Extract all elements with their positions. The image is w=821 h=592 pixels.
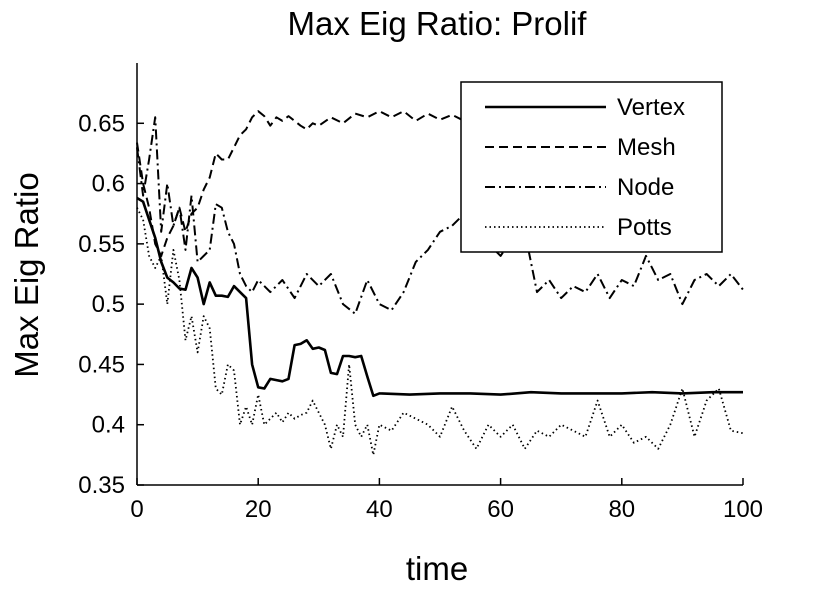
legend-label-vertex: Vertex <box>617 94 685 121</box>
x-tick-label: 0 <box>130 496 143 523</box>
x-tick-label: 20 <box>245 496 272 523</box>
series-layer <box>136 110 744 456</box>
series-line-mesh <box>136 110 465 257</box>
legend: Vertex Mesh Node Potts <box>460 81 723 253</box>
legend-box <box>460 81 723 253</box>
x-axis-label: time <box>406 550 468 587</box>
y-tick-label: 0.6 <box>92 171 125 198</box>
x-tick-label: 40 <box>366 496 393 523</box>
x-tick-label: 100 <box>723 496 763 523</box>
y-axis-label: Max Eig Ratio <box>8 172 45 377</box>
y-tick-label: 0.35 <box>78 472 125 499</box>
y-tick-label: 0.55 <box>78 231 125 258</box>
x-tick-label: 80 <box>608 496 635 523</box>
axes-layer: 0.35 0.4 0.45 0.5 0.55 0.6 0.65 0 20 40 60 80 100 <box>78 63 763 523</box>
x-tick-label: 60 <box>487 496 514 523</box>
series-line-vertex <box>136 196 743 398</box>
legend-label-node: Node <box>617 174 674 201</box>
series-line-node <box>136 116 744 315</box>
y-tick-label: 0.4 <box>92 412 125 439</box>
series-line-potts <box>136 207 744 456</box>
legend-label-mesh: Mesh <box>617 134 676 161</box>
legend-label-potts: Potts <box>617 214 672 241</box>
y-tick-label: 0.5 <box>92 291 125 318</box>
y-tick-label: 0.45 <box>78 351 125 378</box>
y-tick-label: 0.65 <box>78 110 125 137</box>
chart-title: Max Eig Ratio: Prolif <box>288 5 588 42</box>
